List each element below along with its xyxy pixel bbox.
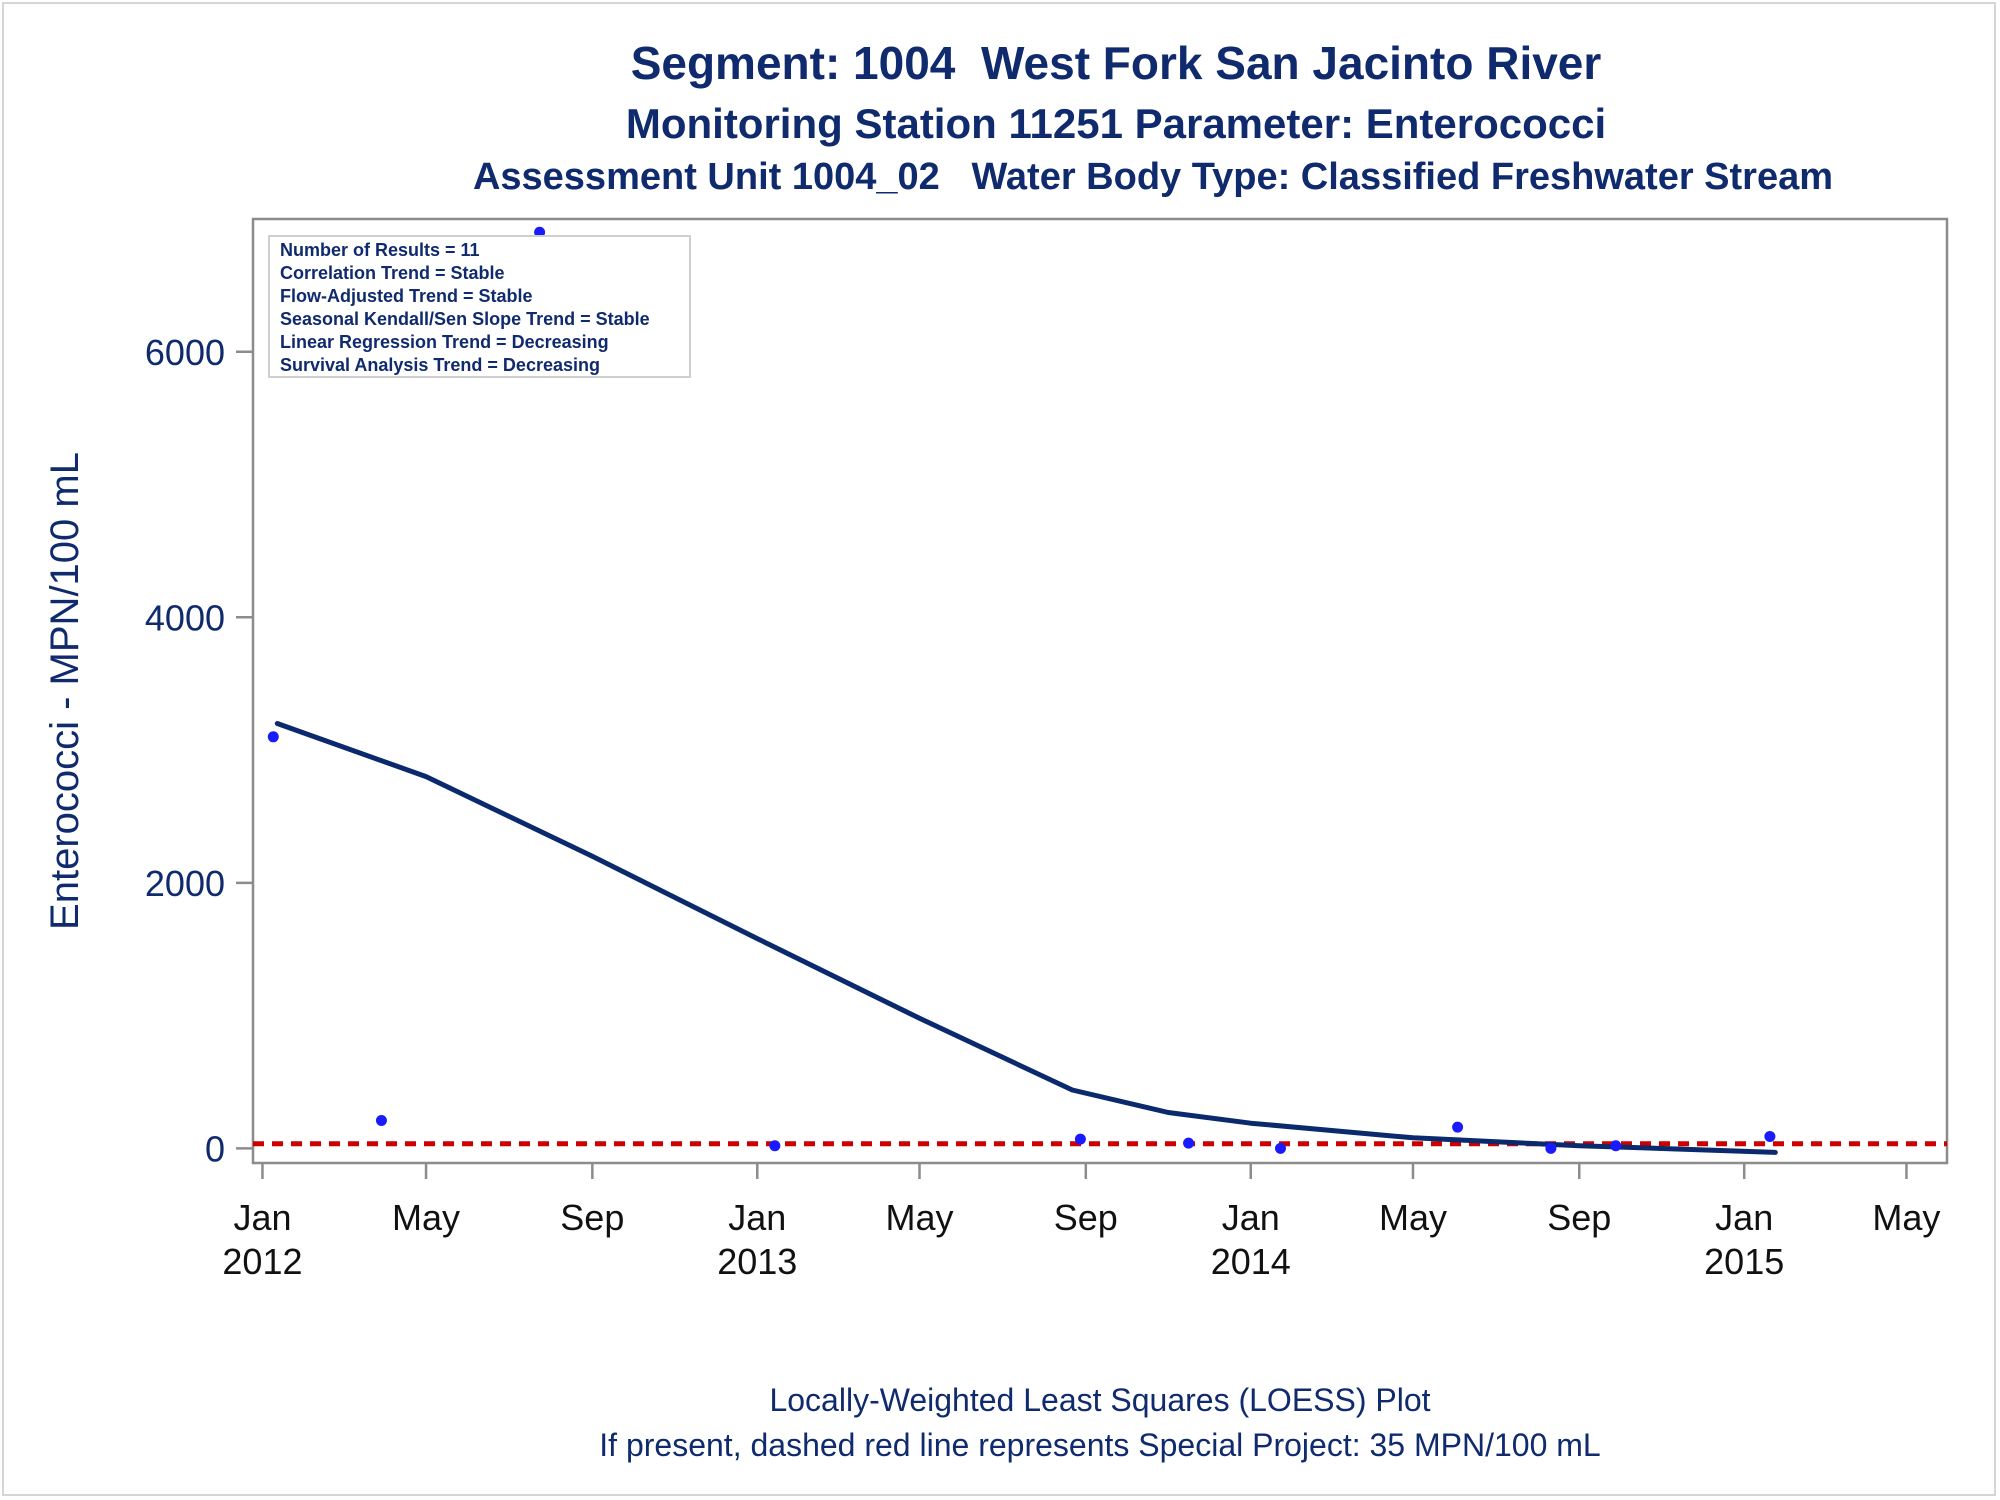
data-point	[267, 731, 279, 743]
x-tick-label: Sep	[1547, 1197, 1611, 1238]
footnote-loess: Locally-Weighted Least Squares (LOESS) P…	[769, 1382, 1431, 1418]
data-point	[375, 1115, 387, 1127]
data-point	[769, 1140, 781, 1152]
trend-summary-line: Number of Results = 11	[280, 240, 480, 260]
trend-summary-line: Correlation Trend = Stable	[280, 263, 505, 283]
trend-summary-box: Number of Results = 11 Correlation Trend …	[268, 235, 691, 378]
x-tick-label: May	[1379, 1197, 1447, 1238]
x-tick-label: Jan	[1222, 1197, 1280, 1238]
trend-summary-line: Seasonal Kendall/Sen Slope Trend = Stabl…	[280, 309, 650, 329]
x-tick-label: May	[1872, 1197, 1940, 1238]
data-point	[1610, 1140, 1622, 1152]
x-tick-year-label: 2013	[717, 1241, 797, 1282]
chart-subtitle-assessment: Assessment Unit 1004_02 Water Body Type:…	[472, 156, 1834, 198]
x-tick-year-label: 2012	[222, 1241, 302, 1282]
y-axis: 0 2000 4000 6000	[145, 332, 253, 1169]
y-axis-label: Enterococci - MPN/100 mL	[43, 452, 87, 930]
x-tick-label: May	[886, 1197, 954, 1238]
x-tick-label: Jan	[233, 1197, 291, 1238]
loess-line-group	[274, 721, 1778, 1155]
trend-summary-line: Flow-Adjusted Trend = Stable	[280, 286, 533, 306]
data-point	[1183, 1137, 1195, 1149]
plot-area-border	[251, 217, 1949, 1165]
x-tick-label: May	[392, 1197, 460, 1238]
chart-subtitle-station: Monitoring Station 11251 Parameter: Ente…	[625, 100, 1607, 147]
loess-line	[274, 721, 1778, 1155]
footnote-reference-line: If present, dashed red line represents S…	[599, 1427, 1601, 1463]
data-point	[1545, 1142, 1557, 1154]
x-tick-year-label: 2014	[1211, 1241, 1291, 1282]
data-point	[1274, 1142, 1286, 1154]
chart-title: Segment: 1004 West Fork San Jacinto Rive…	[630, 37, 1602, 89]
trend-summary-line: Survival Analysis Trend = Decreasing	[280, 355, 600, 375]
y-tick-label: 0	[205, 1128, 225, 1169]
x-tick-label: Sep	[1054, 1197, 1118, 1238]
data-point	[1764, 1130, 1776, 1142]
x-tick-label: Sep	[560, 1197, 624, 1238]
data-point	[1074, 1133, 1086, 1145]
x-tick-label: Jan	[1715, 1197, 1773, 1238]
data-point	[1452, 1121, 1464, 1133]
data-points	[267, 226, 1776, 1154]
y-tick-label: 4000	[145, 597, 225, 638]
trend-summary-border	[268, 235, 691, 378]
y-tick-label: 6000	[145, 332, 225, 373]
x-tick-label: Jan	[728, 1197, 786, 1238]
x-tick-year-label: 2015	[1704, 1241, 1784, 1282]
trend-summary-line: Linear Regression Trend = Decreasing	[280, 332, 609, 352]
y-tick-label: 2000	[145, 863, 225, 904]
